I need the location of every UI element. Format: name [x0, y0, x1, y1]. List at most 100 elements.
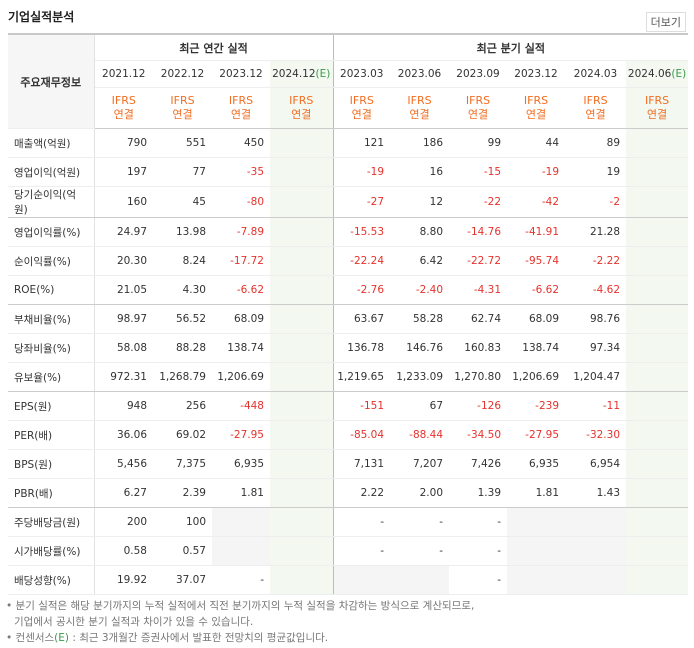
standard-text: IFRS [407, 94, 432, 107]
data-row: PBR(배) 6.27 2.39 1.81 2.22 2.00 1.39 1.81 1.43 [8, 478, 689, 508]
empty-cell [507, 507, 566, 537]
value-cell: - [332, 507, 391, 537]
value-cell: -126 [449, 391, 508, 421]
standard-cell: IFRS 연결 [390, 87, 450, 129]
value-cell: -88.44 [390, 420, 450, 450]
row-label: 영업이익률(%) [8, 217, 95, 247]
empty-cell [626, 362, 689, 392]
value-cell: 56.52 [153, 304, 212, 334]
value-cell: 97.34 [565, 333, 627, 363]
row-label: PER(배) [8, 420, 95, 450]
value-cell: 98.97 [94, 304, 153, 334]
value-cell: - [212, 565, 270, 595]
value-cell: 16 [390, 157, 450, 187]
value-cell: 256 [153, 391, 212, 421]
empty-cell [270, 565, 334, 595]
period-cell: 2022.12 [153, 60, 212, 88]
value-cell: 7,131 [332, 449, 391, 479]
standard-text: IFRS [644, 94, 670, 107]
empty-cell [565, 536, 627, 566]
value-cell: 58.28 [390, 304, 450, 334]
value-cell: -15.53 [332, 217, 391, 247]
empty-cell [565, 507, 627, 537]
note-text: 기업에서 공시한 분기 실적과 차이가 있을 수 있습니다. [14, 616, 254, 628]
value-cell: 89 [565, 128, 627, 158]
data-row: 순이익률(%) 20.30 8.24 -17.72 -22.24 6.42 -22.72 -9… [8, 246, 689, 276]
empty-cell [270, 275, 334, 305]
value-cell: 24.97 [94, 217, 153, 247]
standard-text: IFRS [465, 94, 491, 107]
standard-cell: IFRS 연결 [565, 87, 627, 129]
row-label: PBR(배) [8, 478, 95, 508]
data-row: 주당배당금(원) 200 100- - - [8, 507, 689, 537]
data-row: 부채비율(%) 98.97 56.52 68.09 63.67 58.28 62.74 68.… [8, 304, 689, 334]
standard-text: IFRS [111, 94, 136, 107]
value-cell: - [449, 565, 508, 595]
value-cell: -85.04 [332, 420, 391, 450]
period-date: 2022.12 [160, 68, 205, 80]
note-text: 컨센서스 [15, 632, 55, 644]
financial-table: 주요재무정보 최근 연간 실적 최근 분기 실적 2021.12 2022.12 2023… [8, 33, 689, 595]
value-cell: 121 [332, 128, 391, 158]
value-cell: 948 [94, 391, 153, 421]
value-cell: 146.76 [390, 333, 450, 363]
value-cell: 6.27 [94, 478, 153, 508]
empty-cell [626, 420, 689, 450]
data-row: 배당성향(%) 19.92 37.07- - [8, 565, 689, 595]
value-cell: 69.02 [153, 420, 212, 450]
standard-text: 연결 [525, 108, 547, 121]
value-cell: 6,954 [565, 449, 627, 479]
period-date: 2024.06 [627, 68, 672, 80]
value-cell: - [332, 536, 391, 566]
empty-cell [626, 186, 689, 218]
period-date: 2023.12 [514, 68, 558, 80]
value-cell: 67 [390, 391, 450, 421]
standard-text: 연결 [291, 108, 312, 121]
data-row: 영업이익(억원) 197 77 -35 -19 16 -15 -19 19 [8, 157, 689, 187]
empty-cell [332, 565, 391, 595]
standard-text: 연결 [409, 108, 430, 121]
empty-cell [626, 536, 689, 566]
empty-cell [507, 565, 566, 595]
value-cell: 6,935 [507, 449, 566, 479]
more-button[interactable]: 더보기 [645, 12, 686, 32]
estimate-mark: (E) [671, 68, 687, 80]
value-cell: 972.31 [94, 362, 153, 392]
group-header: 최근 분기 실적 [332, 33, 689, 61]
value-cell: -6.62 [507, 275, 566, 305]
value-cell: 62.74 [449, 304, 508, 334]
value-cell: 13.98 [153, 217, 212, 247]
standard-text: IFRS [349, 94, 374, 107]
empty-cell [626, 246, 689, 276]
value-cell: 1,206.69 [212, 362, 270, 392]
value-cell: 6.42 [390, 246, 450, 276]
standard-cell: IFRS 연결 [270, 87, 334, 129]
empty-cell [270, 507, 334, 537]
value-cell: 138.74 [507, 333, 566, 363]
value-cell: -7.89 [212, 217, 270, 247]
period-date: 2023.09 [456, 68, 500, 80]
empty-cell [626, 217, 689, 247]
value-cell: 45 [153, 186, 212, 218]
row-label: 시가배당률(%) [8, 536, 95, 566]
notes: • 분기 실적은 해당 분기까지의 누적 실적에서 직전 분기까지의 누적 실적… [4, 598, 474, 646]
value-cell: 138.74 [212, 333, 270, 363]
empty-cell [626, 478, 689, 508]
empty-cell [390, 565, 450, 595]
value-cell: 20.30 [94, 246, 153, 276]
empty-cell [212, 536, 270, 566]
standard-text: 연결 [172, 108, 193, 121]
value-cell: 1,206.69 [507, 362, 566, 392]
empty-cell [626, 507, 689, 537]
standard-text: 연결 [467, 108, 489, 121]
value-cell: -95.74 [507, 246, 566, 276]
value-cell: -448 [212, 391, 270, 421]
period-cell: 2021.12 [94, 60, 153, 88]
value-cell: 7,426 [449, 449, 508, 479]
standard-text: IFRS [289, 94, 314, 107]
data-row: 영업이익률(%) 24.97 13.98 -7.89 -15.53 8.80 -14.76-… [8, 217, 689, 247]
value-cell: 98.76 [565, 304, 627, 334]
value-cell: 136.78 [332, 333, 391, 363]
period-date: 2023.12 [219, 68, 263, 80]
